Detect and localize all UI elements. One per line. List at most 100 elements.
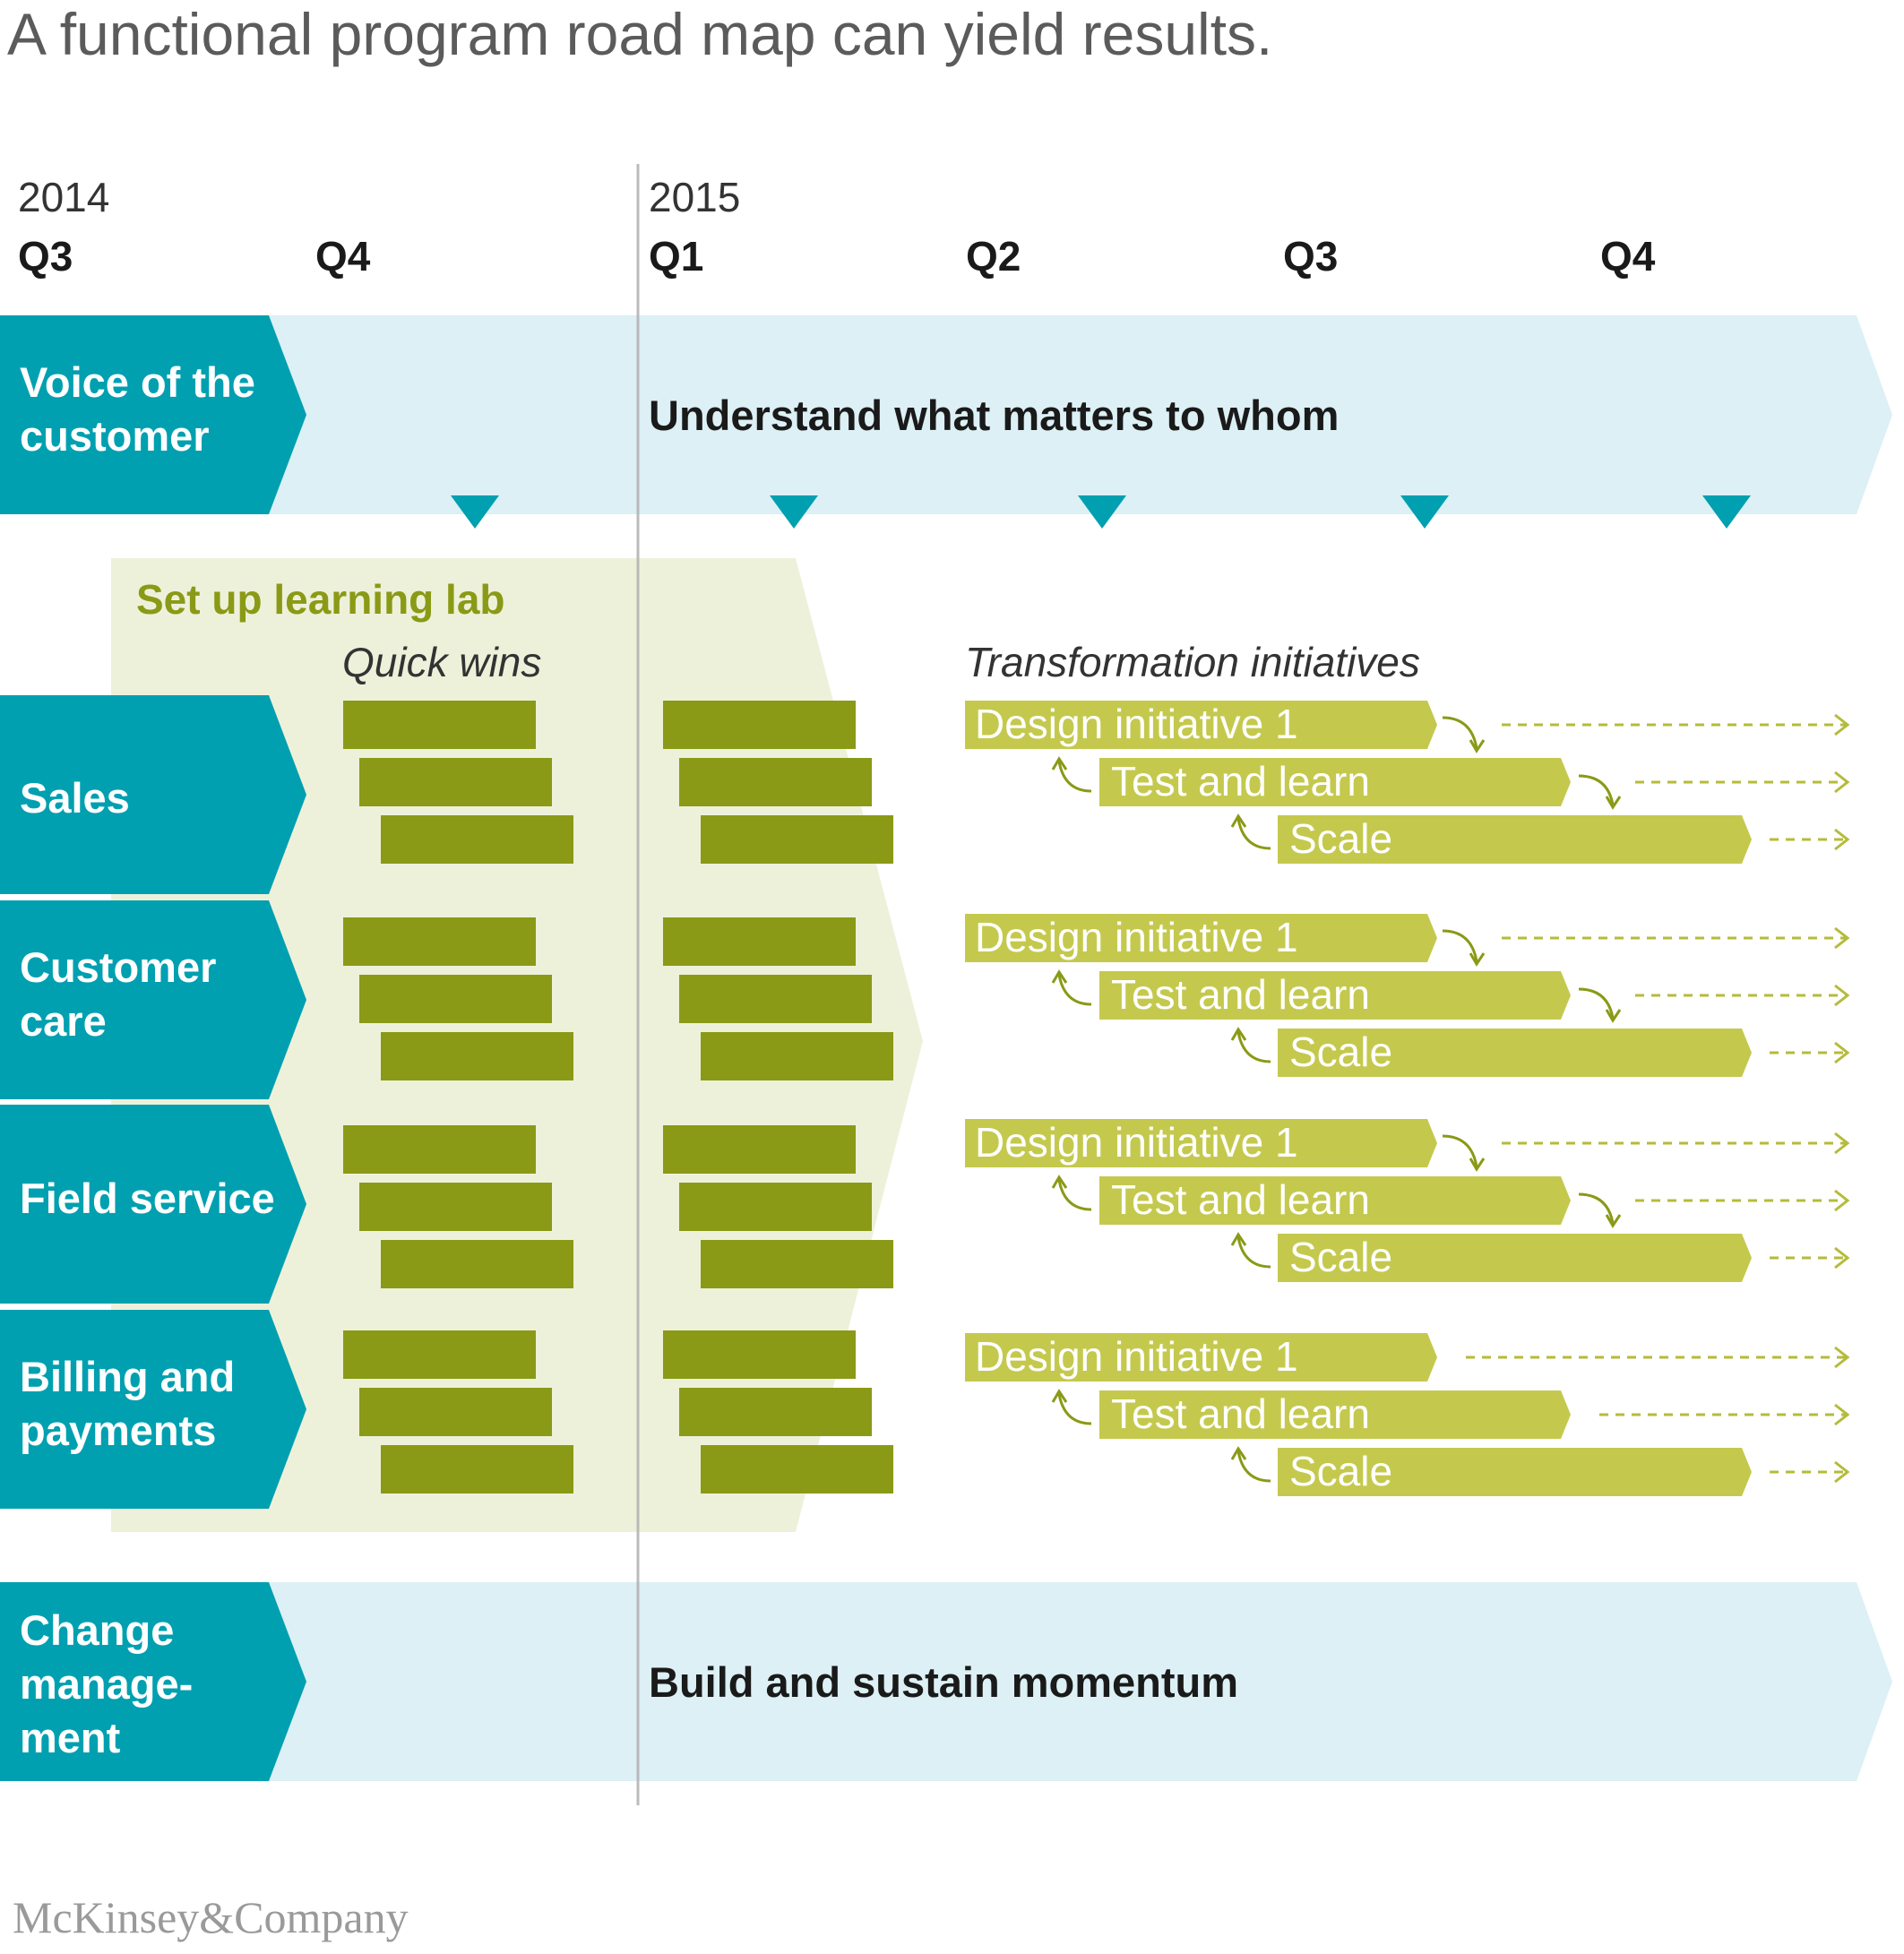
quick-win-bar <box>679 1388 872 1436</box>
phase-bar-test <box>1099 971 1571 1020</box>
function-row-field-service: Field service Design initiative 1 Test a… <box>0 1105 1850 1304</box>
quick-win-bar <box>381 1240 573 1288</box>
voc-label-chevron <box>0 315 306 514</box>
quarter-label: Q4 <box>315 233 371 280</box>
phase-bar-design <box>965 701 1437 749</box>
quick-win-bar <box>359 975 552 1023</box>
function-label-chevron <box>0 695 306 894</box>
quick-win-bar <box>343 917 536 966</box>
phase-bar-test <box>1099 1176 1571 1225</box>
phase-bar-test <box>1099 758 1571 806</box>
quick-win-bar <box>701 1445 893 1493</box>
function-label-chevron <box>0 1105 306 1304</box>
mckinsey-logo: McKinsey&Company <box>13 1892 409 1942</box>
feedback-arrows <box>1051 1134 1622 1269</box>
learning-lab-title: Set up learning lab <box>136 576 505 623</box>
continuation-arrows <box>1502 713 1850 851</box>
phase-bar-scale <box>1278 815 1752 864</box>
year-label-2014: 2014 <box>18 174 109 220</box>
quick-win-bar <box>359 758 552 806</box>
phase-label-test: Test and learn <box>1111 758 1370 805</box>
phase-bar-scale <box>1278 1448 1752 1496</box>
phase-label-design: Design initiative 1 <box>975 1333 1298 1380</box>
voc-label-line: customer <box>20 412 210 460</box>
quarter-label: Q3 <box>18 233 73 280</box>
quick-win-bar <box>701 1032 893 1080</box>
voc-band <box>269 315 1892 514</box>
milestone-marker <box>1078 495 1126 529</box>
function-label-line: payments <box>20 1407 216 1454</box>
function-row-billing-payments: Billing and payments Design initiative 1… <box>0 1310 1850 1509</box>
change-management-label-chevron <box>0 1582 306 1781</box>
voice-of-customer-row: Voice of the customer Understand what ma… <box>0 315 1751 529</box>
phase-bar-scale <box>1278 1029 1752 1077</box>
continuation-arrows <box>1502 926 1850 1064</box>
quick-win-bar <box>663 1125 856 1174</box>
quarter-label: Q2 <box>966 233 1021 280</box>
change-management-label-line: manage- <box>20 1660 193 1708</box>
phase-label-scale: Scale <box>1289 815 1392 862</box>
transformation-initiatives-label: Transformation initiatives <box>965 639 1420 685</box>
phase-label-test: Test and learn <box>1111 971 1370 1018</box>
function-row-sales: Sales Design initiative 1 Test and learn… <box>0 695 1850 894</box>
quick-win-bar <box>381 1445 573 1493</box>
quick-win-bar <box>343 1330 536 1379</box>
continuation-arrows <box>1502 1132 1850 1270</box>
change-management-label-line: Change <box>20 1606 174 1654</box>
quarter-label: Q1 <box>649 233 703 280</box>
function-label-line: Field service <box>20 1175 275 1222</box>
function-label-line: care <box>20 997 107 1045</box>
quick-win-bar <box>663 1330 856 1379</box>
quick-win-bar <box>359 1183 552 1231</box>
quick-win-bar <box>679 975 872 1023</box>
quick-win-bar <box>679 758 872 806</box>
phase-bar-scale <box>1278 1234 1752 1282</box>
phase-label-design: Design initiative 1 <box>975 914 1298 960</box>
feedback-arrows <box>1051 929 1622 1063</box>
quarter-label: Q3 <box>1283 233 1338 280</box>
milestone-marker <box>451 495 499 529</box>
timeline-header: 2014 2015 Q3 Q4 Q1 Q2 Q3 Q4 <box>18 174 1656 280</box>
phase-label-design: Design initiative 1 <box>975 1119 1298 1166</box>
phase-bar-test <box>1099 1390 1571 1439</box>
page-title: A functional program road map can yield … <box>7 1 1273 67</box>
function-label-line: Billing and <box>20 1353 235 1400</box>
change-management-row: Change manage- ment Build and sustain mo… <box>0 1582 1238 1781</box>
function-label-line: Customer <box>20 943 216 991</box>
phase-label-test: Test and learn <box>1111 1176 1370 1223</box>
quick-win-bar <box>663 701 856 749</box>
function-label-line: Sales <box>20 774 130 822</box>
quick-wins-label: Quick wins <box>342 639 541 685</box>
quick-win-bar <box>381 1032 573 1080</box>
year-label-2015: 2015 <box>649 174 740 220</box>
milestone-marker <box>1400 495 1449 529</box>
phase-label-scale: Scale <box>1289 1234 1392 1280</box>
phase-label-design: Design initiative 1 <box>975 701 1298 747</box>
change-management-label-line: ment <box>20 1714 121 1761</box>
phase-bar-design <box>965 914 1437 962</box>
quick-win-bar <box>343 1125 536 1174</box>
phase-label-test: Test and learn <box>1111 1390 1370 1437</box>
phase-bar-design <box>965 1333 1437 1382</box>
quick-win-bar <box>359 1388 552 1436</box>
quick-win-bar <box>701 1240 893 1288</box>
phase-label-scale: Scale <box>1289 1448 1392 1494</box>
quick-win-bar <box>381 815 573 864</box>
function-row-customer-care: Customer care Design initiative 1 Test a… <box>0 900 1850 1099</box>
quarter-label: Q4 <box>1600 233 1656 280</box>
change-management-band-text: Build and sustain momentum <box>649 1658 1238 1706</box>
feedback-arrows <box>1051 716 1622 850</box>
voc-label-line: Voice of the <box>20 358 255 406</box>
continuation-arrows <box>1466 1346 1850 1484</box>
voc-band-text: Understand what matters to whom <box>649 392 1339 439</box>
quick-win-bar <box>701 815 893 864</box>
milestone-marker <box>770 495 818 529</box>
function-label-chevron <box>0 1310 306 1509</box>
quick-win-bar <box>679 1183 872 1231</box>
quick-win-bar <box>663 917 856 966</box>
quick-win-bar <box>343 701 536 749</box>
phase-bar-design <box>965 1119 1437 1167</box>
change-management-band <box>269 1582 1892 1781</box>
milestone-marker <box>1702 495 1751 529</box>
